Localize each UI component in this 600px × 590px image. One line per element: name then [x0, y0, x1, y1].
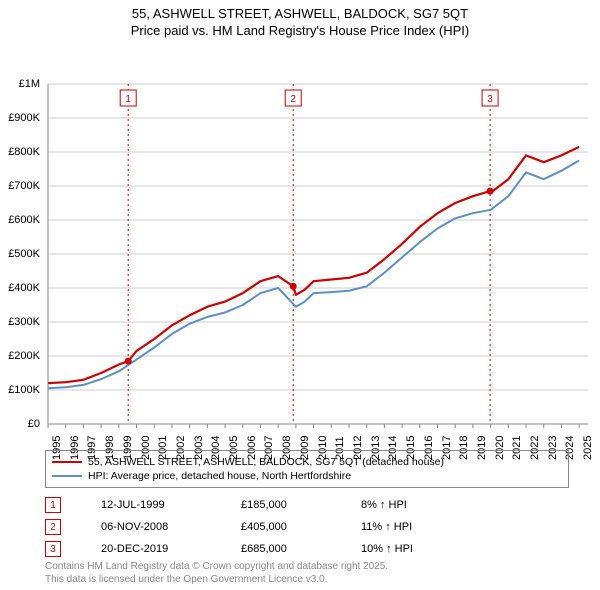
y-tick-label: £800K — [0, 146, 40, 158]
y-tick-label: £700K — [0, 180, 40, 192]
event-row: 2 06-NOV-2008 £405,000 11% ↑ HPI — [45, 516, 555, 538]
legend-label: 55, ASHWELL STREET, ASHWELL, BALDOCK, SG… — [88, 456, 444, 468]
event-delta: 10% ↑ HPI — [361, 543, 461, 555]
x-tick-label: 2025 — [582, 435, 594, 459]
legend-row: 55, ASHWELL STREET, ASHWELL, BALDOCK, SG… — [52, 455, 562, 469]
y-tick-label: £200K — [0, 350, 40, 362]
chart-area: 1 2 3 £0 £100K £200K £300K £400K £500K £600K £700… — [0, 40, 600, 440]
footer-line1: Contains HM Land Registry data © Crown c… — [45, 561, 388, 572]
event-row: 1 12-JUL-1999 £185,000 8% ↑ HPI — [45, 494, 555, 516]
event-price: £185,000 — [241, 499, 321, 511]
event-number-box: 2 — [45, 519, 61, 535]
event-delta: 11% ↑ HPI — [361, 521, 461, 533]
svg-text:1: 1 — [125, 94, 131, 105]
event-number-box: 1 — [45, 497, 61, 513]
event-number-box: 3 — [45, 541, 61, 557]
event-price: £685,000 — [241, 543, 321, 555]
event-date: 20-DEC-2019 — [101, 543, 201, 555]
legend-swatch — [52, 461, 82, 463]
legend-label: HPI: Average price, detached house, Nort… — [88, 470, 351, 482]
y-tick-label: £900K — [0, 112, 40, 124]
event-row: 3 20-DEC-2019 £685,000 10% ↑ HPI — [45, 538, 555, 560]
chart-container: 55, ASHWELL STREET, ASHWELL, BALDOCK, SG… — [0, 0, 600, 590]
legend-swatch — [52, 475, 82, 477]
svg-text:2: 2 — [290, 94, 296, 105]
y-tick-label: £300K — [0, 316, 40, 328]
chart-title: 55, ASHWELL STREET, ASHWELL, BALDOCK, SG… — [0, 0, 600, 40]
event-date: 06-NOV-2008 — [101, 521, 201, 533]
svg-text:3: 3 — [487, 94, 493, 105]
title-line2: Price paid vs. HM Land Registry's House … — [131, 23, 469, 38]
y-tick-label: £400K — [0, 282, 40, 294]
footer-attribution: Contains HM Land Registry data © Crown c… — [45, 560, 388, 586]
footer-line2: This data is licensed under the Open Gov… — [45, 574, 327, 585]
legend-box: 55, ASHWELL STREET, ASHWELL, BALDOCK, SG… — [45, 450, 569, 488]
y-tick-label: £1M — [0, 78, 40, 90]
title-line1: 55, ASHWELL STREET, ASHWELL, BALDOCK, SG… — [132, 6, 468, 21]
y-tick-label: £600K — [0, 214, 40, 226]
y-tick-label: £500K — [0, 248, 40, 260]
legend-row: HPI: Average price, detached house, Nort… — [52, 469, 562, 483]
event-price: £405,000 — [241, 521, 321, 533]
y-tick-label: £0 — [0, 418, 40, 430]
line-chart-svg: 1 2 3 — [0, 40, 600, 436]
y-tick-label: £100K — [0, 384, 40, 396]
event-delta: 8% ↑ HPI — [361, 499, 461, 511]
events-table: 1 12-JUL-1999 £185,000 8% ↑ HPI 2 06-NOV-2008… — [45, 494, 555, 560]
event-date: 12-JUL-1999 — [101, 499, 201, 511]
